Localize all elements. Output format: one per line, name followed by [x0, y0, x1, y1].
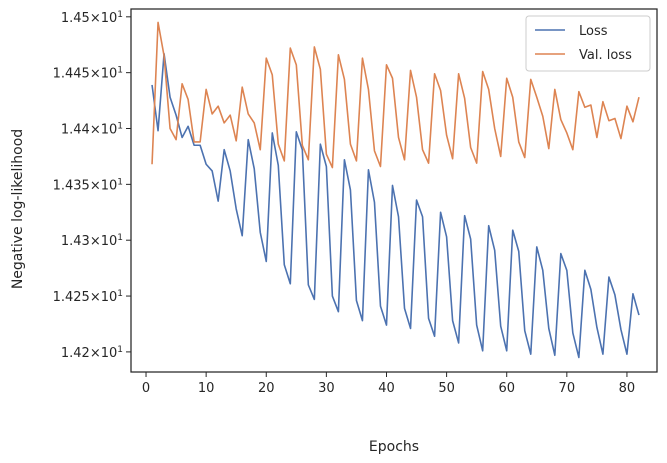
- y-tick-label: 1.44×101: [61, 122, 123, 138]
- y-tick-label: 1.43×101: [61, 233, 123, 249]
- x-axis-ticks: 0 10 20 30 40 50 60 70 80: [142, 372, 635, 396]
- series-line-loss: [151, 52, 640, 359]
- legend: Loss Val. loss: [525, 15, 651, 72]
- legend-label-val-loss: Val. loss: [579, 48, 632, 63]
- y-tick-label: 1.42×101: [61, 345, 123, 361]
- x-tick-label: 30: [318, 381, 335, 396]
- x-tick-label: 50: [438, 381, 455, 396]
- x-axis-label: Epochs: [369, 439, 419, 455]
- x-tick-label: 0: [142, 381, 150, 396]
- series-line-val-loss: [151, 21, 640, 169]
- x-tick-label: 70: [559, 381, 576, 396]
- y-axis-label: Negative log-likelihood: [10, 129, 26, 289]
- series-layer: [151, 21, 640, 359]
- x-tick-label: 40: [378, 381, 395, 396]
- y-tick-label: 1.435×101: [53, 177, 123, 193]
- x-tick-label: 20: [258, 381, 275, 396]
- plot-frame: [130, 8, 658, 373]
- y-tick-label: 1.425×101: [53, 289, 123, 305]
- x-tick-label: 60: [498, 381, 515, 396]
- legend-label-loss: Loss: [579, 24, 608, 39]
- y-tick-label: 1.45×101: [61, 10, 123, 26]
- y-tick-label: 1.445×101: [53, 66, 123, 82]
- x-tick-label: 10: [198, 381, 215, 396]
- x-tick-label: 80: [619, 381, 636, 396]
- y-axis-ticks: 1.42×101 1.425×101 1.43×101 1.435×101 1.44×1…: [53, 10, 131, 361]
